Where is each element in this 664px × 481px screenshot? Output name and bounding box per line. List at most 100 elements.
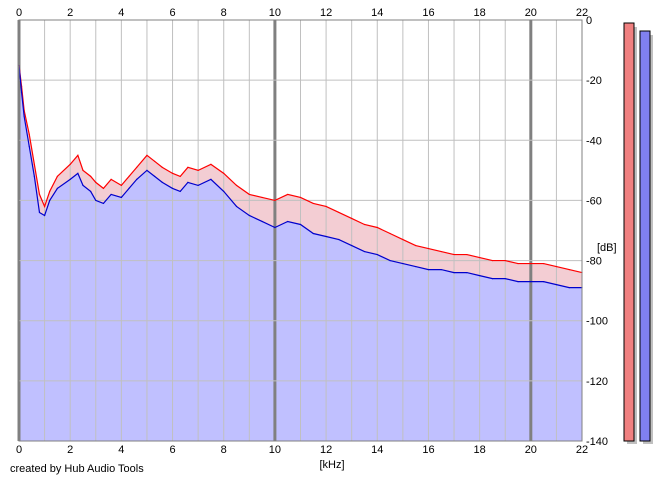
series-point-0 [427, 247, 430, 250]
y-tick-label: 0 [586, 15, 592, 27]
series-point-1 [568, 287, 570, 289]
series-point-1 [491, 278, 494, 280]
series-point-0 [110, 178, 112, 180]
series-point-0 [351, 217, 353, 220]
series-point-0 [223, 172, 225, 174]
series-point-1 [389, 259, 391, 262]
series-point-1 [504, 278, 506, 280]
series-point-1 [38, 211, 41, 214]
series-point-0 [187, 166, 189, 168]
series-point-1 [82, 184, 84, 186]
series-point-0 [95, 181, 97, 183]
credit-text: created by Hub Audio Tools [10, 463, 144, 475]
series-point-0 [299, 196, 302, 199]
series-point-0 [376, 226, 378, 229]
series-point-1 [187, 181, 189, 183]
series-point-1 [351, 244, 353, 247]
series-point-1 [154, 175, 156, 177]
x-tick-label-top: 8 [221, 7, 227, 19]
level-meter-1 [639, 30, 651, 442]
series-point-0 [136, 166, 138, 168]
series-point-1 [338, 238, 340, 241]
x-tick-label-bottom: 20 [525, 444, 537, 456]
x-tick-label-bottom: 16 [422, 444, 434, 456]
series-point-1 [95, 199, 97, 202]
x-tick-label-top: 4 [118, 7, 124, 19]
series-point-0 [82, 169, 84, 171]
series-point-0 [312, 202, 314, 205]
series-point-1 [427, 268, 430, 271]
series-point-0 [440, 250, 442, 253]
y-tick-label: -40 [586, 135, 602, 147]
y-tick-label: -100 [586, 316, 608, 328]
series-line-0 [18, 65, 583, 274]
series-point-0 [77, 154, 79, 156]
series-point-0 [120, 184, 122, 186]
x-tick-label-bottom: 10 [269, 444, 281, 456]
x-tick-label-bottom: 0 [16, 444, 22, 456]
series-gap-fill [19, 65, 582, 288]
series-point-0 [338, 211, 340, 214]
series-point-0 [466, 253, 468, 256]
x-tick-label-bottom: 18 [474, 444, 486, 456]
series-point-0 [402, 238, 404, 241]
series-point-1 [77, 172, 79, 174]
series-point-1 [312, 232, 314, 235]
series-point-0 [274, 199, 276, 202]
series-point-1 [299, 223, 302, 226]
series-point-1 [210, 178, 212, 180]
series-point-1 [363, 250, 366, 253]
x-tick-label-bottom: 22 [576, 444, 588, 456]
series-point-1 [69, 178, 71, 180]
series-point-1 [23, 115, 25, 117]
series-point-0 [43, 205, 46, 208]
series-point-0 [287, 193, 289, 196]
series-point-0 [49, 190, 51, 193]
series-point-1 [128, 187, 130, 189]
x-tick-label-top: 14 [371, 7, 383, 19]
series-point-0 [453, 253, 455, 256]
series-point-0 [248, 193, 250, 196]
series-point-1 [179, 190, 181, 193]
series-point-0 [325, 205, 327, 208]
series-point-1 [376, 253, 378, 256]
series-point-1 [110, 193, 112, 196]
series-point-0 [154, 160, 156, 162]
x-tick-label-top: 6 [169, 7, 175, 19]
series-point-1 [33, 175, 35, 177]
series-point-0 [102, 187, 105, 189]
series-point-1 [235, 205, 238, 208]
series-point-0 [555, 265, 558, 268]
series-point-0 [389, 232, 391, 235]
series-point-1 [274, 226, 276, 229]
series-point-1 [120, 196, 122, 199]
series-point-0 [179, 175, 181, 177]
series-point-0 [504, 259, 506, 262]
series-point-1 [90, 190, 92, 193]
series-point-0 [38, 193, 41, 196]
series-point-0 [33, 163, 35, 165]
level-meter-0 [623, 22, 635, 442]
y-tick-label: -20 [586, 75, 602, 87]
x-tick-label-bottom: 14 [371, 444, 383, 456]
series-point-0 [56, 175, 58, 177]
series-point-1 [248, 214, 250, 217]
x-tick-label-top: 12 [320, 7, 332, 19]
series-point-0 [128, 175, 130, 177]
series-point-1 [517, 281, 519, 283]
x-tick-label-top: 18 [474, 7, 486, 19]
x-tick-label-bottom: 6 [169, 444, 175, 456]
x-tick-label-bottom: 12 [320, 444, 332, 456]
series-point-1 [440, 268, 442, 271]
y-axis-label: [dB] [597, 242, 617, 254]
series-point-0 [363, 223, 366, 226]
series-point-0 [235, 184, 238, 186]
series-point-0 [210, 163, 212, 165]
series-point-1 [555, 284, 558, 286]
series-point-1 [261, 220, 263, 223]
series-point-0 [543, 262, 545, 265]
x-axis-label: [kHz] [319, 459, 344, 471]
series-line-1 [18, 65, 582, 289]
